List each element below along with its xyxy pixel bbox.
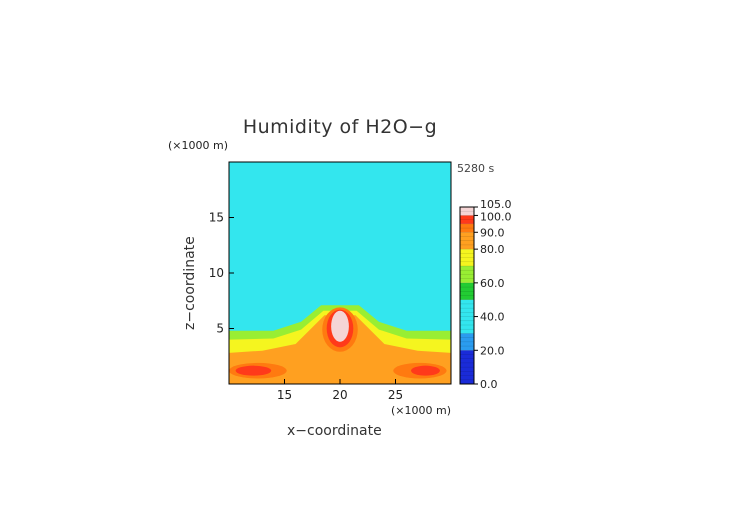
y-tick-label: 10 bbox=[209, 266, 224, 280]
colorbar-tick-label: 100.0 bbox=[480, 210, 512, 223]
colorbar-band-4 bbox=[460, 266, 474, 283]
colorbar-tick-label: 80.0 bbox=[480, 243, 505, 256]
chart-title: Humidity of H2O−g bbox=[242, 116, 438, 138]
field-region-7 bbox=[235, 365, 272, 376]
y-tick-label: 15 bbox=[209, 211, 224, 225]
x-tick-label: 20 bbox=[332, 388, 347, 402]
y-unit-label: (×1000 m) bbox=[168, 139, 229, 152]
colorbar-band-6 bbox=[460, 232, 474, 250]
x-axis-label: x−coordinate bbox=[287, 423, 382, 439]
colorbar-band-3 bbox=[460, 282, 474, 300]
colorbar-tick-label: 105.0 bbox=[480, 198, 512, 211]
colorbar-band-9 bbox=[460, 207, 474, 216]
field-region-8 bbox=[411, 365, 440, 376]
x-tick-label: 25 bbox=[388, 388, 403, 402]
field-region-9 bbox=[331, 310, 349, 342]
colorbar-band-1 bbox=[460, 333, 474, 351]
field-regions bbox=[229, 305, 451, 384]
colorbar-tick-label: 90.0 bbox=[480, 226, 505, 239]
x-unit-label: (×1000 m) bbox=[391, 404, 452, 417]
colorbar-tick-label: 0.0 bbox=[480, 378, 498, 391]
plot-axes: 15 20 25 5 10 15 bbox=[209, 161, 452, 402]
y-tick-label: 5 bbox=[216, 322, 224, 336]
time-label: 5280 s bbox=[457, 162, 495, 175]
colorbar-tick-label: 20.0 bbox=[480, 344, 505, 357]
humidity-field bbox=[229, 162, 451, 384]
colorbar-band-8 bbox=[460, 215, 474, 224]
colorbar-tick-label: 40.0 bbox=[480, 311, 505, 324]
colorbar-band-7 bbox=[460, 223, 474, 233]
colorbar-band-2 bbox=[460, 299, 474, 334]
colorbar-band-0 bbox=[460, 350, 474, 384]
colorbar-frame bbox=[459, 206, 475, 385]
colorbar-band-5 bbox=[460, 249, 474, 266]
x-tick-label: 15 bbox=[277, 388, 292, 402]
colorbar-tick-label: 60.0 bbox=[480, 277, 505, 290]
